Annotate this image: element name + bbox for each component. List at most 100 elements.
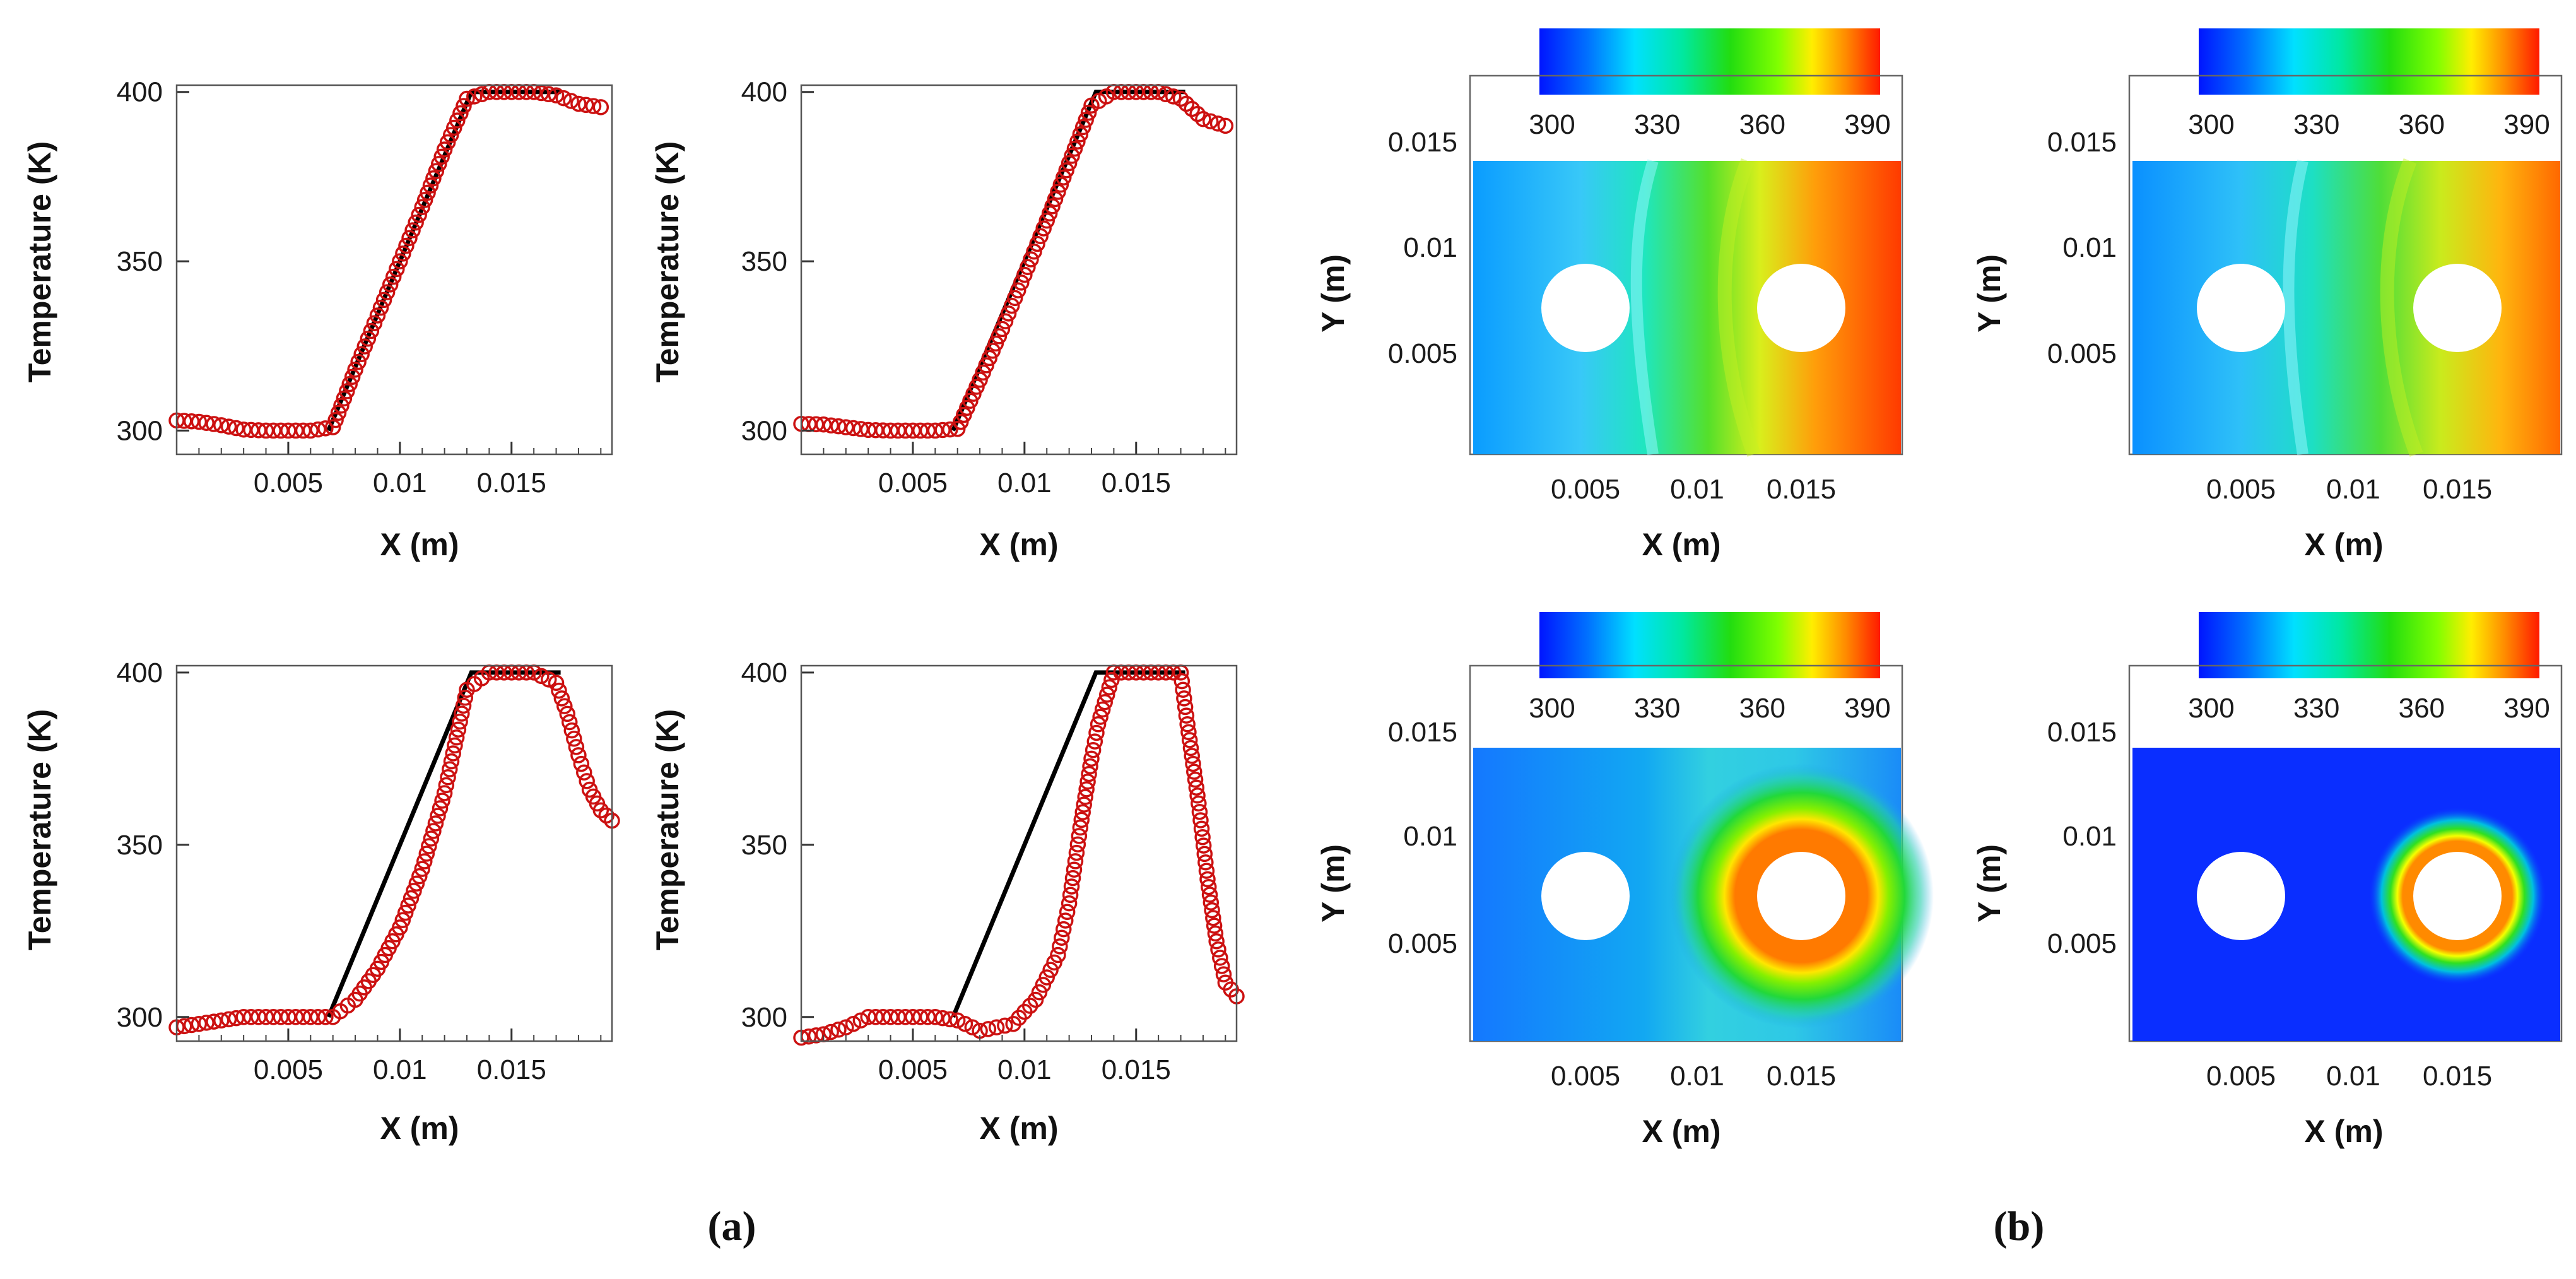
data-point: [1031, 984, 1048, 1001]
x-axis-label: X (m): [980, 527, 1059, 562]
data-point: [394, 912, 411, 929]
data-point: [1020, 259, 1036, 276]
x-tick-label: 0.015: [1767, 474, 1836, 505]
colorbar-tick-label: 330: [1634, 693, 1680, 724]
plot-a3: Temperature (K) X (m) 0.005 0.01 0.015 300 3…: [22, 657, 620, 1146]
data-point: [459, 90, 475, 107]
y-axis-label: Temperature (K): [22, 709, 57, 950]
y-tick-label: 0.005: [1388, 928, 1457, 959]
data-point: [425, 823, 442, 839]
plot-a1: Temperature (K) X (m) 0.005 0.01 0.015 300 3…: [22, 77, 613, 562]
plot-frame: [800, 84, 1238, 456]
data-point: [1067, 853, 1084, 869]
data-point: [1215, 966, 1232, 982]
data-point: [942, 421, 958, 438]
data-point: [988, 1019, 1005, 1035]
data-point: [949, 1012, 966, 1029]
data-point: [389, 261, 405, 278]
data-point: [455, 697, 472, 714]
data-point: [191, 1015, 208, 1032]
data-point: [397, 904, 414, 921]
x-tick-label: 0.005: [878, 468, 948, 498]
data-point: [1038, 212, 1055, 229]
data-point: [815, 416, 832, 433]
data-point: [984, 343, 1001, 359]
data-point: [1212, 950, 1228, 966]
data-point: [439, 134, 456, 151]
y-tick-label: 300: [117, 1002, 163, 1033]
data-point: [838, 1019, 854, 1035]
data-point: [551, 682, 567, 699]
data-point: [570, 747, 587, 763]
data-point: [333, 398, 350, 414]
y-tick-label: 0.015: [1388, 127, 1457, 158]
data-point: [466, 88, 483, 105]
data-point: [228, 420, 245, 437]
data-point: [964, 1019, 981, 1035]
y-axis-label: Temperature (K): [650, 141, 685, 382]
reference-line: [951, 670, 1185, 1018]
y-tick-label: 300: [741, 415, 787, 446]
x-tick-label: 0.01: [1670, 474, 1724, 505]
data-point: [1061, 155, 1078, 172]
data-point: [1023, 251, 1039, 268]
data-point: [1074, 804, 1091, 821]
colorbar-tick-label: 390: [1844, 109, 1890, 140]
data-point: [1079, 774, 1096, 790]
data-point: [401, 230, 418, 247]
data-point: [1038, 969, 1055, 986]
data-point: [1165, 88, 1182, 105]
data-point: [1195, 110, 1211, 127]
data-point: [1056, 921, 1072, 938]
data-point: [1072, 126, 1089, 143]
data-point: [473, 86, 490, 103]
data-point: [845, 1015, 862, 1032]
data-point: [1209, 115, 1226, 132]
x-tick-label: 0.01: [373, 1054, 427, 1085]
data-point: [1029, 235, 1045, 252]
x-tick-label: 0.015: [1102, 1054, 1171, 1085]
colorbar-tick-label: 330: [1634, 109, 1680, 140]
data-point: [443, 753, 460, 770]
data-point: [563, 93, 579, 109]
y-axis-label: Y (m): [1972, 254, 2007, 333]
data-point: [369, 307, 386, 324]
data-point: [540, 86, 557, 103]
data-point: [852, 1012, 869, 1029]
y-tick-label: 0.01: [2062, 232, 2117, 263]
x-tick-label: 0.015: [477, 1054, 546, 1085]
cylinder-cold: [2197, 852, 2285, 940]
x-tick-label: 0.01: [373, 468, 427, 498]
data-point: [1052, 938, 1068, 955]
data-point: [1201, 887, 1218, 903]
data-point: [556, 698, 573, 714]
data-point: [1044, 198, 1061, 215]
x-tick-label: 0.005: [878, 1054, 948, 1085]
colorbar-tick-label: 330: [2293, 109, 2339, 140]
data-point: [432, 800, 449, 816]
data-point: [577, 97, 594, 114]
data-point: [1178, 707, 1195, 724]
data-point: [1207, 925, 1224, 942]
data-point: [408, 214, 424, 231]
cylinder-cold: [1541, 264, 1630, 352]
data-point: [213, 417, 230, 433]
data-point: [563, 722, 580, 739]
isotherm: [2283, 159, 2308, 456]
y-tick-label: 350: [741, 246, 787, 277]
x-axis-label: X (m): [380, 1111, 459, 1146]
data-point: [436, 785, 453, 801]
data-point: [1062, 887, 1079, 904]
data-point: [1085, 741, 1102, 758]
data-point: [1047, 191, 1064, 208]
x-tick-label: 0.005: [254, 1054, 323, 1085]
data-point: [1077, 789, 1093, 805]
data-point: [553, 690, 570, 707]
y-tick-label: 350: [741, 830, 787, 861]
colorbar-tick-label: 390: [2503, 109, 2550, 140]
data-point: [1158, 86, 1174, 103]
data-point: [1092, 709, 1109, 725]
colorbar-tick-label: 390: [2503, 693, 2550, 724]
x-axis-label: X (m): [380, 527, 459, 562]
